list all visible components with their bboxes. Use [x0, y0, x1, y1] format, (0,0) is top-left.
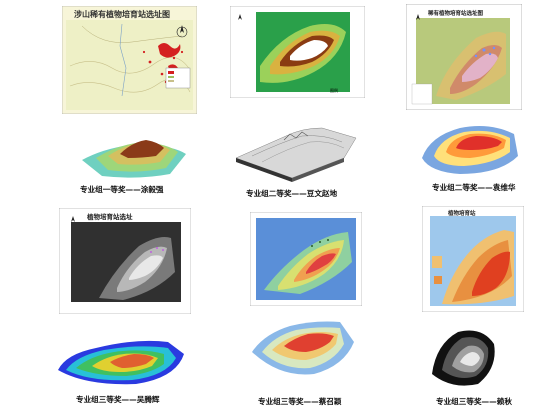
north-arrow-icon [238, 14, 242, 20]
map-panel-3d-1 [78, 124, 190, 180]
map-panel-3d-gray [428, 324, 500, 390]
map-panel-3d-3 [56, 326, 188, 388]
terrain-mesh-map [235, 127, 357, 182]
terrain-3d-gray [432, 330, 495, 386]
award-caption: 专业组二等奖——豆文赵地 [246, 189, 338, 198]
dem-map: 图例 [230, 6, 365, 98]
north-arrow-icon [416, 14, 420, 20]
legend-label: 图例 [330, 87, 338, 93]
map-panel-colored-2 [250, 212, 362, 306]
grayscale-map [59, 208, 191, 314]
map-panel-3d-4 [244, 312, 360, 382]
map-panel-dem: 图例 [230, 6, 365, 98]
map-panel-slope-site: 涉山稀有植物培育站选址图 [62, 6, 197, 114]
north-arrow-icon [176, 25, 188, 38]
map-panel-3d-2 [420, 116, 520, 178]
map-panel-grayscale: 植物培育站选址 [59, 208, 191, 314]
map-title: 涉山稀有植物培育站选址图 [74, 10, 170, 19]
map-title: 植物培育站选址 [87, 213, 133, 221]
terrain-3d-map-3 [58, 340, 184, 385]
terrain-3d-map-2 [422, 126, 518, 174]
award-caption: 专业组二等奖——袁维华 [432, 183, 516, 192]
map-title: 植物培育站 [448, 211, 476, 217]
colored-terrain-map [250, 212, 362, 306]
terrain-3d-map [82, 140, 186, 178]
award-caption: 专业组三等奖——赖秋 [436, 397, 512, 406]
award-caption: 专业组三等奖——吴腾辉 [76, 395, 160, 404]
map-title: 稀有植物培育站选址图 [428, 11, 484, 17]
site-selection-map [62, 6, 197, 114]
red-blue-map [422, 206, 524, 312]
map-panel-3d-mesh [232, 118, 360, 184]
award-caption: 专业组三等奖——蔡召颖 [258, 397, 342, 406]
map-panel-red-blue: 植物培育站 [422, 206, 524, 312]
award-caption: 专业组一等奖——涂毅强 [80, 185, 164, 194]
north-arrow-icon [71, 216, 75, 222]
map-panel-site-colored: 稀有植物培育站选址图 [406, 4, 522, 110]
site-colored-map [406, 4, 522, 110]
terrain-3d-map-4 [252, 321, 354, 375]
